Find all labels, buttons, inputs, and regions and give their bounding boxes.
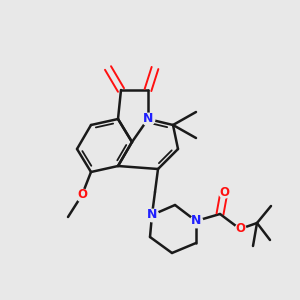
Text: N: N [147,208,157,221]
Text: N: N [143,112,153,125]
Text: O: O [235,223,245,236]
Text: O: O [219,185,229,199]
Text: N: N [191,214,201,227]
Text: O: O [77,188,87,202]
